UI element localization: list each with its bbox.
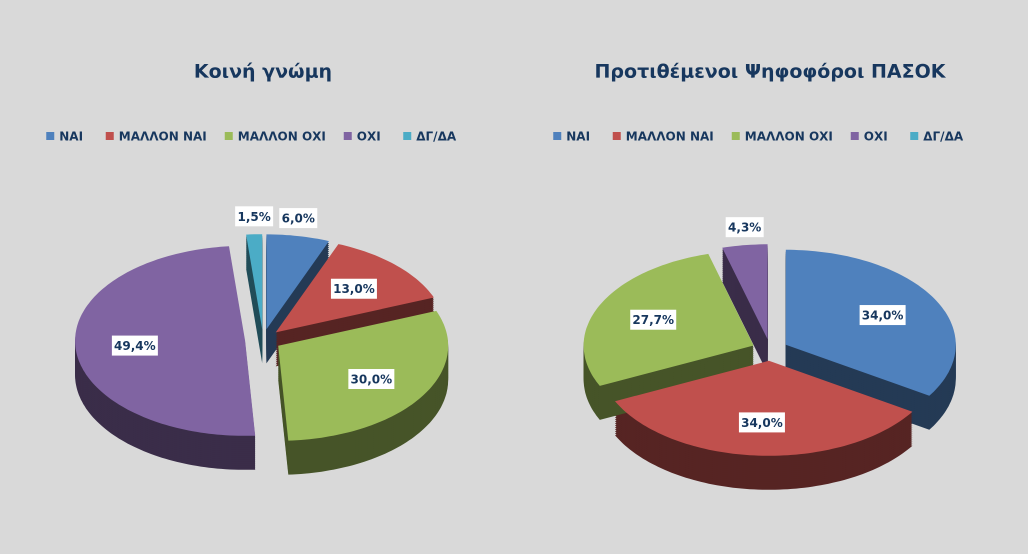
slice-side — [722, 246, 768, 374]
legend-label: ΜΑΛΛΟΝ ΟΧΙ — [238, 130, 326, 144]
legend-swatch — [343, 132, 352, 140]
legend-swatch — [403, 132, 412, 140]
value-label-bg — [348, 369, 395, 390]
legend-swatch — [553, 132, 562, 140]
legend-label: ΜΑΛΛΟΝ ΝΑΙ — [119, 130, 207, 144]
legend-label: ΟΧΙ — [864, 130, 888, 144]
value-label: 13,0% — [333, 282, 375, 296]
legend-label: ΝΑΙ — [566, 130, 590, 144]
legend-swatch — [612, 132, 621, 140]
legend-swatch — [105, 132, 114, 140]
slice — [615, 360, 913, 456]
legend-swatch — [731, 132, 740, 140]
value-label-bg — [279, 208, 318, 229]
value-label: 27,7% — [632, 313, 674, 327]
value-label-bg — [330, 278, 377, 299]
legend-label: ΔΓ/ΔΑ — [923, 130, 964, 144]
slice — [266, 234, 329, 330]
value-label: 34,0% — [741, 416, 783, 430]
legend-label: ΝΑΙ — [59, 130, 83, 144]
value-label: 34,0% — [862, 309, 904, 323]
legend-swatch — [850, 132, 859, 140]
value-label-bg — [725, 217, 764, 238]
value-label: 4,3% — [728, 221, 761, 235]
chart-title: Κοινή γνώμη — [194, 61, 332, 83]
slice — [75, 246, 256, 436]
legend-swatch — [910, 132, 919, 140]
slice — [246, 234, 263, 330]
chart-title: Προτιθέμενοι Ψηφοφόροι ΠΑΣΟΚ — [595, 61, 947, 83]
legend-swatch — [224, 132, 233, 140]
legend-label: ΜΑΛΛΟΝ ΝΑΙ — [626, 130, 714, 144]
value-label: 30,0% — [351, 373, 393, 387]
value-label: 49,4% — [114, 339, 156, 353]
legend-swatch — [46, 132, 55, 140]
value-label-bg — [738, 412, 785, 433]
value-label-bg — [630, 309, 677, 330]
legend-label: ΟΧΙ — [357, 130, 381, 144]
value-label: 1,5% — [237, 210, 270, 224]
value-label-bg — [111, 335, 158, 356]
slice — [722, 244, 768, 340]
legend-label: ΜΑΛΛΟΝ ΟΧΙ — [745, 130, 833, 144]
legend-label: ΔΓ/ΔΑ — [416, 130, 457, 144]
value-label: 6,0% — [282, 212, 315, 226]
value-label-bg — [235, 206, 274, 227]
value-label-bg — [859, 305, 906, 326]
